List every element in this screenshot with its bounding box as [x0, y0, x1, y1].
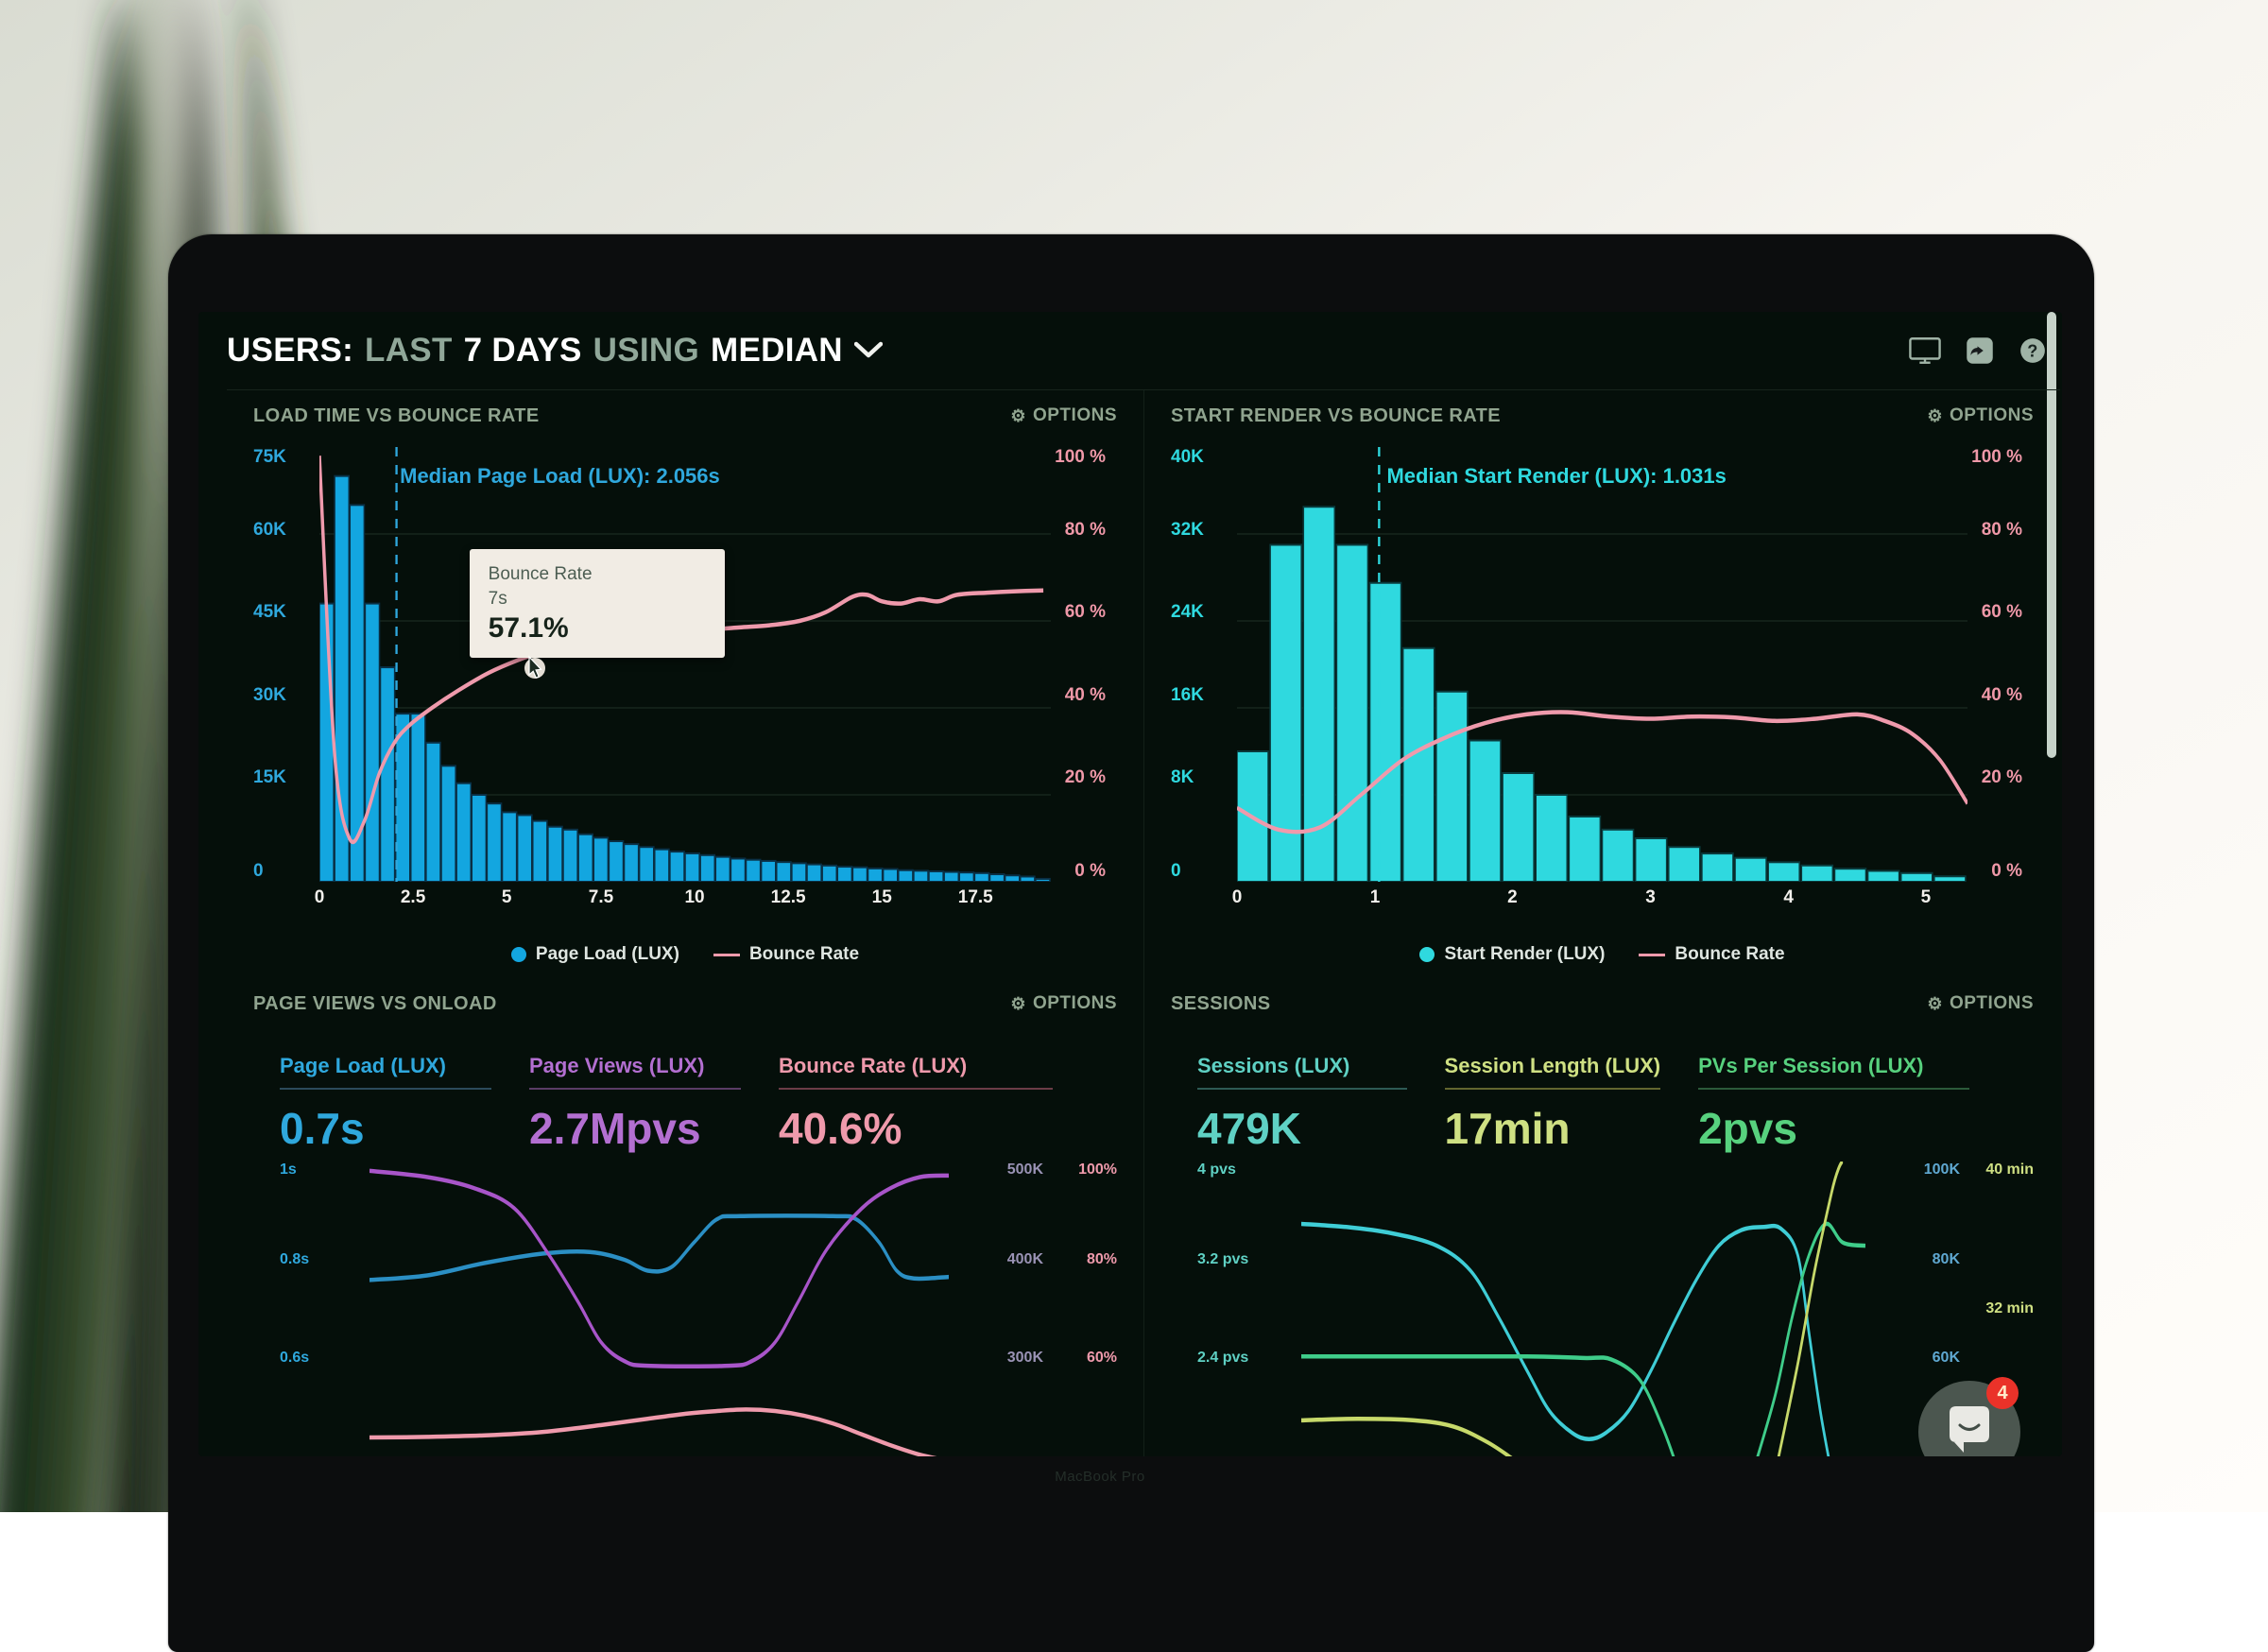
svg-text:?: ? — [2027, 341, 2037, 360]
